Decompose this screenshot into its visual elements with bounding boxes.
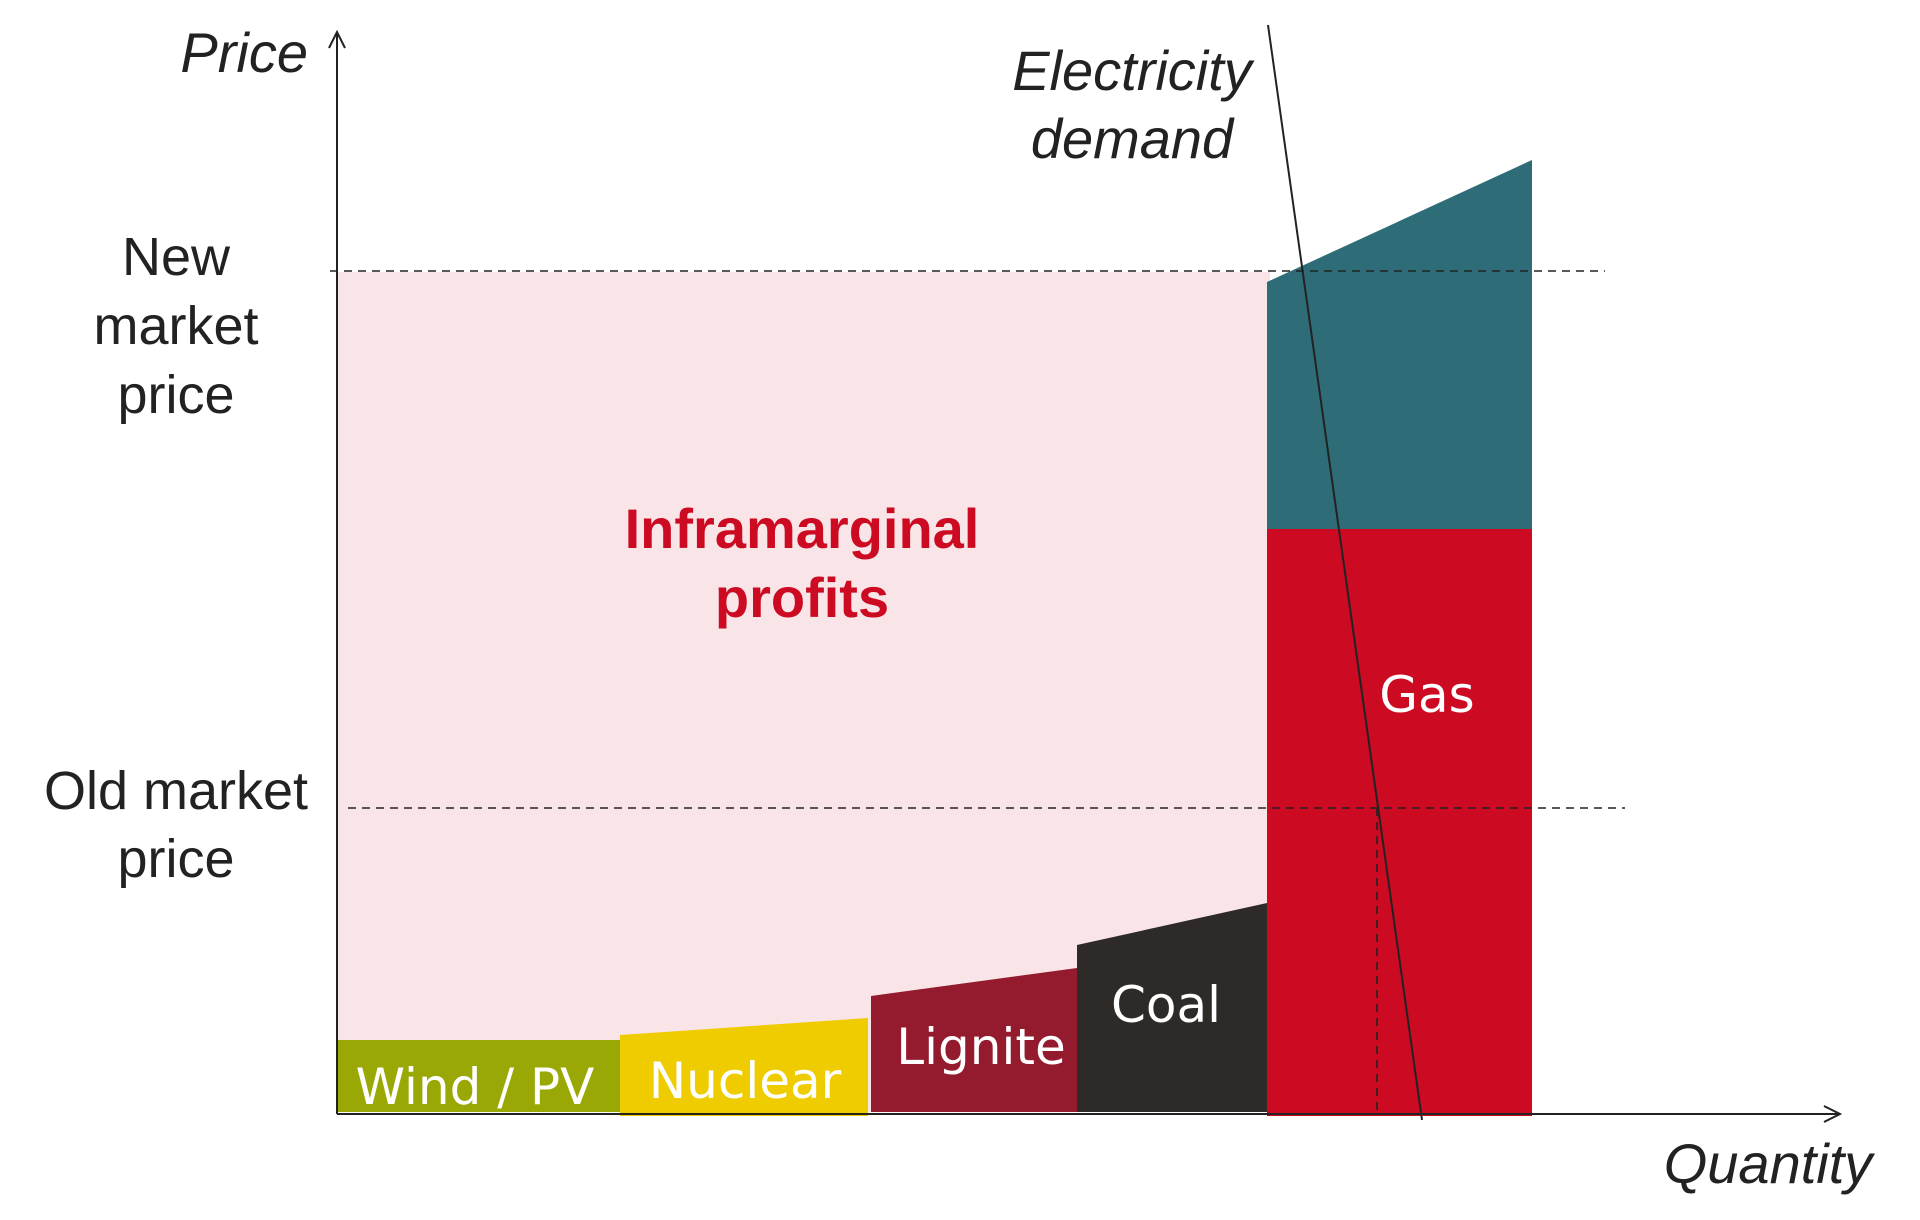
svg-text:demand: demand bbox=[1031, 107, 1235, 170]
supply-block-coal bbox=[1077, 903, 1267, 1112]
svg-text:market: market bbox=[93, 296, 258, 356]
supply-block-nuclear bbox=[620, 1018, 868, 1116]
supply-block-gas bbox=[1267, 529, 1532, 1116]
svg-text:price: price bbox=[117, 829, 234, 889]
demand-curve bbox=[1267, 24, 1423, 1121]
svg-text:price: price bbox=[117, 365, 234, 425]
electricity-demand-label: Electricity demand bbox=[1012, 39, 1255, 170]
lignite-label: Lignite bbox=[896, 1018, 1065, 1076]
svg-text:profits: profits bbox=[715, 566, 889, 629]
supply-block-lignite bbox=[871, 968, 1077, 1112]
nuclear-label: Nuclear bbox=[649, 1052, 842, 1110]
svg-text:New: New bbox=[122, 227, 231, 287]
svg-text:Old market: Old market bbox=[44, 761, 308, 821]
x-axis-title: Quantity bbox=[1664, 1132, 1876, 1195]
supply-block-wind-pv bbox=[338, 1040, 620, 1112]
svg-text:Inframarginal: Inframarginal bbox=[625, 497, 980, 560]
y-axis-title: Price bbox=[180, 21, 308, 84]
coal-label: Coal bbox=[1111, 976, 1221, 1034]
svg-text:Electricity: Electricity bbox=[1012, 39, 1255, 102]
new-market-price-label: New market price bbox=[93, 227, 258, 425]
gas-price-increase-block bbox=[1267, 160, 1532, 529]
wind-pv-label: Wind / PV bbox=[356, 1058, 595, 1116]
gas-label: Gas bbox=[1379, 666, 1474, 724]
inframarginal-profits-label: Inframarginal profits bbox=[625, 497, 980, 629]
old-market-price-label: Old market price bbox=[44, 761, 308, 889]
